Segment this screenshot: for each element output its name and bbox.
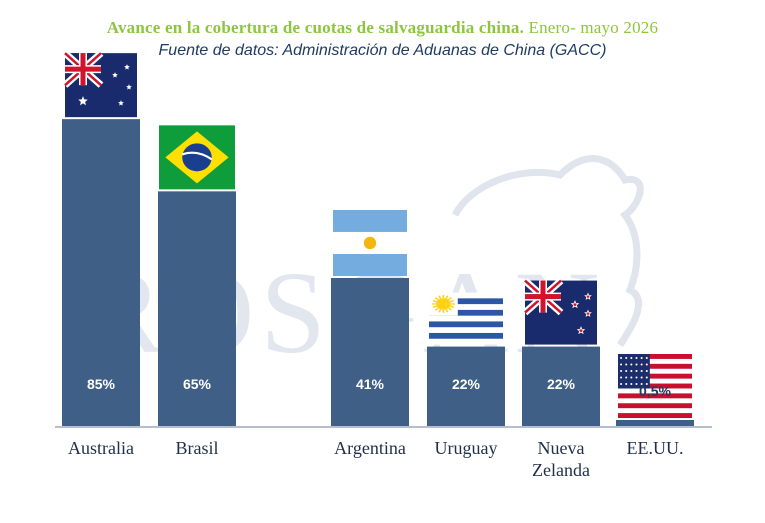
flag-new-zealand-icon <box>522 277 597 345</box>
bar-argentina <box>331 277 409 426</box>
value-label: 22% <box>452 376 481 392</box>
chart-subtitle: Fuente de datos: Administración de Aduan… <box>158 42 607 59</box>
x-tick-label: Argentina <box>334 438 406 458</box>
title-main: Avance en la cobertura de cuotas de salv… <box>106 18 525 37</box>
value-label: 85% <box>87 376 116 392</box>
flag-brazil-icon <box>159 125 235 190</box>
chart-title: Avance en la cobertura de cuotas de salv… <box>0 18 765 38</box>
x-tick-label: Zelanda <box>532 460 590 480</box>
value-label: 65% <box>183 376 212 392</box>
bar-brasil <box>158 191 236 426</box>
flag-argentina-icon <box>333 209 407 276</box>
value-labels-group: 85% 65% 41% 22% 22% 0,5% <box>87 376 672 399</box>
title-block: Avance en la cobertura de cuotas de salv… <box>0 18 765 60</box>
x-tick-label: EE.UU. <box>627 438 684 458</box>
value-label: 41% <box>356 376 385 392</box>
value-label: 22% <box>547 376 576 392</box>
title-period: Enero- mayo 2026 <box>528 18 659 37</box>
flags-group <box>62 50 692 419</box>
x-tick-label: Australia <box>68 438 134 458</box>
x-tick-label: Nueva <box>538 438 585 458</box>
x-tick-label: Brasil <box>176 438 219 458</box>
bar-nueva-zelanda <box>522 346 600 426</box>
flag-usa-icon <box>618 354 692 419</box>
bar-uruguay <box>427 346 505 426</box>
x-tick-label: Uruguay <box>435 438 498 458</box>
value-label: 0,5% <box>639 383 671 399</box>
flag-australia-icon <box>62 50 137 118</box>
bar-ee-uu- <box>616 420 694 426</box>
watermark-bull-icon <box>451 155 644 347</box>
bar-australia <box>62 119 140 427</box>
category-labels-group: Australia Brasil Argentina Uruguay NuevaZela… <box>68 438 683 480</box>
flag-uruguay-icon <box>429 292 503 345</box>
bars-group <box>62 119 694 427</box>
